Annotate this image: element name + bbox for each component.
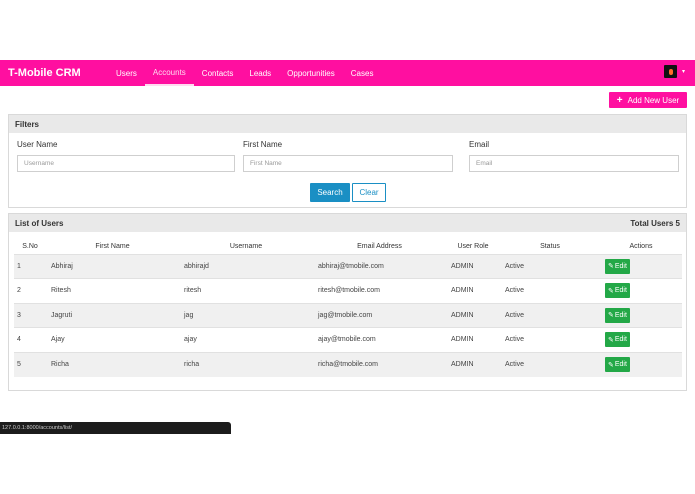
brand-logo[interactable]: T-Mobile CRM — [8, 67, 81, 79]
column-header-role[interactable]: User Role — [457, 242, 489, 250]
nav-accounts[interactable]: Accounts — [144, 60, 194, 86]
users-list-panel: List of Users Total Users 5 S.No First N… — [8, 213, 687, 391]
column-header-actions[interactable]: Actions — [629, 242, 653, 250]
total-users-count: Total Users 5 — [630, 218, 680, 228]
users-list-header: List of Users Total Users 5 — [9, 214, 686, 232]
cell-role: ADMIN — [446, 302, 500, 328]
column-header-email[interactable]: Email Address — [357, 242, 402, 250]
table-row: 2 Ritesh ritesh ritesh@tmobile.com ADMIN… — [14, 278, 682, 303]
nav-links: Users Accounts Contacts Leads Opportunit… — [108, 60, 381, 86]
cell-role: ADMIN — [446, 327, 500, 352]
plus-icon: + — [616, 94, 623, 106]
edit-button[interactable]: ✎ Edit — [605, 332, 630, 348]
username-label: User Name — [17, 140, 58, 149]
cell-actions: ✎ Edit — [600, 253, 682, 279]
column-header-username[interactable]: Username — [229, 242, 263, 250]
edit-button[interactable]: ✎ Edit — [605, 307, 630, 323]
cell-email: ritesh@tmobile.com — [313, 278, 446, 303]
cell-role: ADMIN — [446, 351, 500, 377]
cell-status: Active — [500, 351, 600, 377]
search-button[interactable]: Search — [310, 183, 350, 202]
cell-username: ritesh — [179, 278, 313, 303]
cell-status: Active — [500, 327, 600, 352]
edit-label: Edit — [614, 262, 627, 270]
email-input[interactable]: Email — [469, 155, 679, 172]
cell-actions: ✎ Edit — [600, 351, 682, 377]
cell-first-name: Richa — [46, 351, 179, 377]
cell-actions: ✎ Edit — [600, 302, 682, 328]
cell-email: richa@tmobile.com — [313, 351, 446, 377]
edit-label: Edit — [614, 336, 627, 344]
cell-status: Active — [500, 278, 600, 303]
cell-actions: ✎ Edit — [600, 327, 682, 352]
filters-panel: Filters User Name Username First Name Fi… — [8, 114, 687, 208]
cell-actions: ✎ Edit — [600, 278, 682, 303]
cell-username: jag — [179, 302, 313, 328]
column-header-sno[interactable]: S.No — [22, 242, 38, 250]
avatar-image-icon — [668, 68, 673, 75]
cell-first-name: Ajay — [46, 327, 179, 352]
cell-username: ajay — [179, 327, 313, 352]
nav-cases[interactable]: Cases — [350, 68, 374, 78]
username-input[interactable]: Username — [17, 155, 235, 172]
add-new-user-label: Add New User — [627, 95, 680, 105]
user-avatar[interactable] — [664, 65, 677, 78]
cell-first-name: Abhiraj — [46, 253, 179, 279]
top-navbar: T-Mobile CRM Users Accounts Contacts Lea… — [0, 60, 695, 86]
nav-leads[interactable]: Leads — [249, 68, 272, 78]
pencil-icon: ✎ — [608, 263, 614, 271]
nav-contacts[interactable]: Contacts — [201, 68, 234, 78]
nav-opportunities[interactable]: Opportunities — [287, 68, 335, 78]
cell-username: richa — [179, 351, 313, 377]
column-header-first-name[interactable]: First Name — [95, 242, 130, 250]
table-row: 1 Abhiraj abhirajd abhiraj@tmobile.com A… — [14, 253, 682, 279]
column-header-status[interactable]: Status — [540, 242, 560, 250]
cell-first-name: Jagruti — [46, 302, 179, 328]
cell-email: ajay@tmobile.com — [313, 327, 446, 352]
cell-role: ADMIN — [446, 278, 500, 303]
add-new-user-button[interactable]: + Add New User — [609, 92, 687, 108]
cell-sno: 1 — [14, 253, 46, 279]
table-row: 3 Jagruti jag jag@tmobile.com ADMIN Acti… — [14, 302, 682, 328]
cell-email: abhiraj@tmobile.com — [313, 253, 446, 279]
table-header-row: S.No First Name Username Email Address U… — [14, 239, 682, 254]
pencil-icon: ✎ — [608, 312, 614, 320]
email-label: Email — [469, 140, 490, 149]
pencil-icon: ✎ — [608, 361, 614, 369]
users-list-title: List of Users — [15, 218, 64, 228]
first-name-label: First Name — [243, 140, 283, 149]
pencil-icon: ✎ — [608, 287, 614, 295]
cell-sno: 3 — [14, 302, 46, 328]
users-table: S.No First Name Username Email Address U… — [14, 239, 682, 377]
first-name-input[interactable]: First Name — [243, 155, 453, 172]
edit-label: Edit — [614, 287, 627, 295]
cell-first-name: Ritesh — [46, 278, 179, 303]
table-row: 5 Richa richa richa@tmobile.com ADMIN Ac… — [14, 351, 682, 377]
pencil-icon: ✎ — [608, 336, 614, 344]
filters-title: Filters — [15, 119, 40, 129]
cell-email: jag@tmobile.com — [313, 302, 446, 328]
cell-sno: 4 — [14, 327, 46, 352]
cell-sno: 5 — [14, 351, 46, 377]
nav-users[interactable]: Users — [116, 68, 137, 78]
edit-label: Edit — [614, 311, 627, 319]
cell-username: abhirajd — [179, 253, 313, 279]
edit-button[interactable]: ✎ Edit — [605, 283, 630, 299]
browser-status-bar: 127.0.0.1:8000/accounts/list/ — [0, 422, 231, 434]
edit-button[interactable]: ✎ Edit — [605, 357, 630, 372]
cell-status: Active — [500, 253, 600, 279]
clear-button[interactable]: Clear — [352, 183, 386, 202]
cell-role: ADMIN — [446, 253, 500, 279]
edit-label: Edit — [614, 361, 627, 368]
filters-header: Filters — [9, 115, 686, 133]
cell-sno: 2 — [14, 278, 46, 303]
caret-down-icon[interactable]: ▾ — [681, 69, 685, 75]
edit-button[interactable]: ✎ Edit — [605, 258, 630, 274]
table-row: 4 Ajay ajay ajay@tmobile.com ADMIN Activ… — [14, 327, 682, 352]
cell-status: Active — [500, 302, 600, 328]
